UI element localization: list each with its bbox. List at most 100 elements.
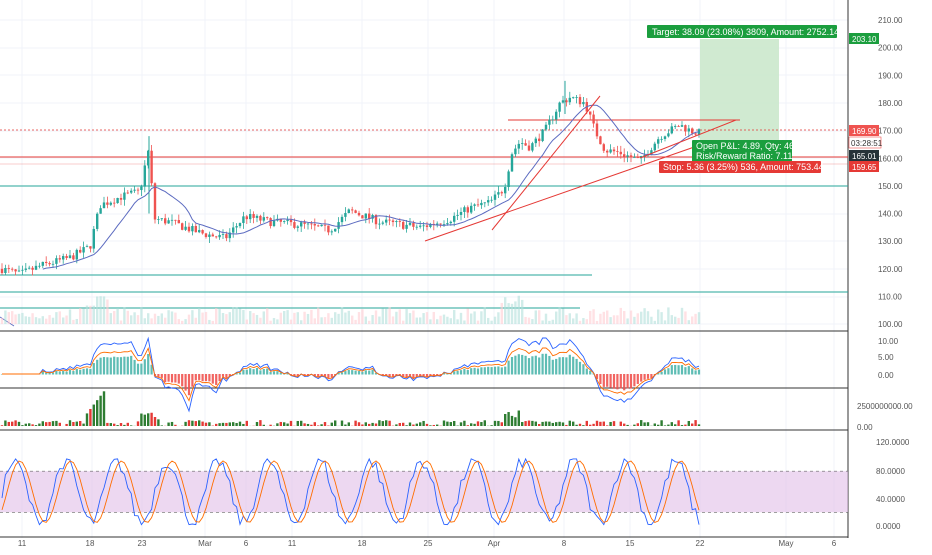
time-tick-label: 11	[18, 539, 27, 548]
candle-body	[161, 218, 163, 219]
candle-body	[378, 224, 380, 225]
volume-overlay-bar	[354, 320, 356, 324]
macd-histogram-bar	[117, 357, 119, 374]
candle-body	[521, 143, 523, 144]
volume-overlay-bar	[494, 317, 496, 324]
volume-overlay-bar	[518, 296, 520, 324]
volume-overlay-bar	[562, 309, 564, 324]
target-label[interactable]: Target: 38.09 (23.08%) 3809, Amount: 275…	[647, 25, 839, 38]
risk-reward-text: Risk/Reward Ratio: 7.11	[696, 151, 792, 161]
volume-osc-bar	[371, 423, 373, 426]
volume-overlay-bar	[348, 311, 350, 324]
volume-osc-bar	[320, 424, 322, 426]
macd-histogram-bar	[134, 360, 136, 375]
volume-osc-bar	[626, 425, 628, 426]
candle-body	[259, 216, 261, 221]
volume-osc-bar	[572, 422, 574, 426]
volume-osc-bar	[637, 423, 639, 426]
candle-body	[535, 139, 537, 144]
macd-histogram-bar	[59, 371, 61, 374]
candle-body	[681, 125, 683, 127]
candle-body	[246, 216, 248, 219]
candle-body	[385, 220, 387, 223]
volume-pane[interactable]	[1, 391, 700, 426]
macd-histogram-bar	[202, 374, 204, 381]
stochastic-pane[interactable]	[0, 459, 848, 525]
macd-histogram-bar	[198, 374, 200, 380]
macd-histogram-bar	[613, 374, 615, 389]
macd-histogram-bar	[164, 374, 166, 382]
level-price-text: 165.01	[852, 152, 877, 161]
macd-histogram-bar	[511, 357, 513, 375]
macd-histogram-bar	[667, 368, 669, 374]
candle-body	[110, 203, 112, 205]
candle-body	[263, 217, 265, 220]
macd-histogram-bar	[62, 371, 64, 375]
volume-overlay-bar	[504, 297, 506, 324]
candle-body	[181, 223, 183, 230]
volume-overlay-bar	[412, 310, 414, 324]
macd-histogram-bar	[562, 357, 564, 374]
macd-histogram-bar	[457, 371, 459, 375]
macd-pane[interactable]	[1, 338, 700, 411]
candle-body	[4, 268, 6, 273]
candle-body	[198, 230, 200, 232]
volume-overlay-bar	[208, 320, 210, 324]
volume-osc-bar	[324, 422, 326, 426]
macd-histogram-bar	[144, 359, 146, 374]
volume-overlay-bar	[351, 316, 353, 324]
volume-overlay-bar	[314, 318, 316, 324]
volume-overlay-bar	[246, 320, 248, 324]
volume-osc-bar	[25, 424, 27, 426]
candle-body	[392, 221, 394, 223]
candle-body	[144, 165, 146, 186]
volume-osc-bar	[116, 425, 118, 426]
volume-osc-bar	[42, 421, 44, 426]
macd-histogram-bar	[688, 366, 690, 374]
candle-body	[93, 229, 95, 249]
trendline-lower[interactable]	[425, 145, 700, 241]
volume-overlay-bar	[402, 321, 404, 324]
candle-body	[416, 227, 418, 228]
macd-histogram-bar	[174, 374, 176, 383]
candle-body	[303, 222, 305, 224]
macd-histogram-bar	[368, 371, 370, 375]
macd-histogram-bar	[185, 374, 187, 391]
macd-histogram-bar	[270, 372, 272, 375]
volume-osc-bar	[297, 421, 299, 426]
volume-overlay-bar	[388, 307, 390, 324]
candle-body	[42, 262, 44, 266]
volume-osc-bar	[72, 422, 74, 426]
candle-body	[140, 187, 142, 190]
candle-body	[106, 202, 108, 204]
macd-histogram-bar	[69, 370, 71, 375]
volume-osc-bar	[691, 424, 693, 426]
macd-histogram-bar	[470, 368, 472, 374]
macd-histogram-bar	[89, 369, 91, 375]
volume-overlay-bar	[660, 312, 662, 324]
position-label[interactable]: Open P&L: 4.89, Qty: 46 Risk/Reward Rati…	[692, 140, 794, 162]
volume-osc-bar	[150, 413, 152, 426]
trendline-steep[interactable]	[492, 96, 600, 230]
candle-body	[154, 183, 156, 219]
volume-osc-bar	[684, 425, 686, 426]
open-pl-text: Open P&L: 4.89, Qty: 46	[696, 141, 794, 151]
volume-osc-bar	[21, 425, 23, 426]
volume-overlay-bar	[698, 312, 700, 324]
volume-overlay-bar	[688, 320, 690, 324]
volume-overlay-bar	[637, 313, 639, 324]
time-tick-label: 15	[626, 539, 635, 548]
stop-label[interactable]: Stop: 5.36 (3.25%) 536, Amount: 753.44	[659, 161, 824, 173]
volume-osc-bar	[416, 424, 418, 426]
volume-osc-bar	[235, 423, 237, 426]
volume-osc-bar	[375, 423, 377, 426]
macd-histogram-bar	[137, 364, 139, 375]
macd-tick-label: 5.00	[878, 353, 894, 362]
volume-overlay-bar	[280, 313, 282, 324]
macd-histogram-bar	[365, 370, 367, 374]
price-axis[interactable]: 210.00200.00190.00180.00170.00160.00150.…	[849, 0, 932, 550]
candle-body	[511, 154, 513, 171]
